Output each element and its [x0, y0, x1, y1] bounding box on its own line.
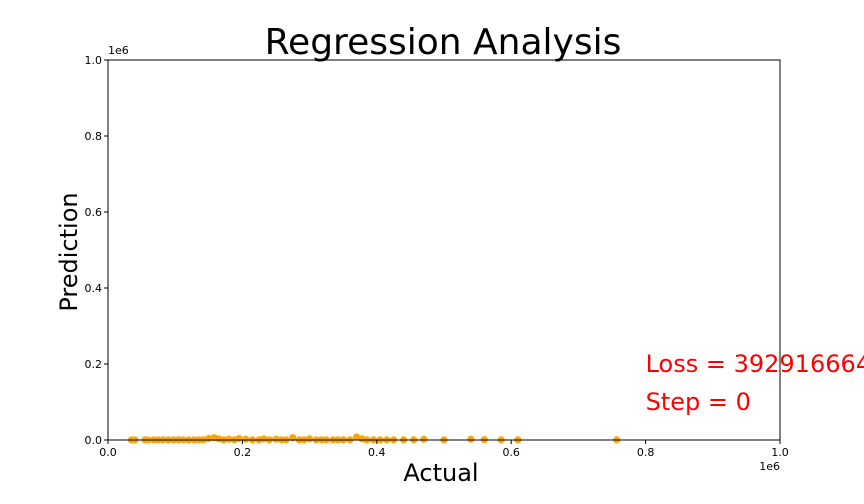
y-tick-label: 0.2	[85, 358, 103, 371]
plot-area	[127, 433, 621, 444]
y-tick-label: 0.6	[85, 206, 103, 219]
y-axis-label: Prediction	[55, 192, 83, 311]
y-offset-label: 1e6	[108, 44, 129, 57]
data-point	[467, 435, 475, 443]
axes-frame	[107, 59, 781, 441]
y-tick-label: 0.0	[85, 434, 103, 447]
x-axis-ticks: 0.0 0.2 0.4 0.6 0.8 1.0	[99, 440, 789, 459]
annotation-text: Loss = 392916664	[646, 350, 864, 378]
annotation-text: Step = 0	[646, 388, 751, 416]
data-point	[225, 435, 233, 443]
x-tick-label: 0.4	[368, 446, 386, 459]
chart-title: Regression Analysis	[265, 22, 622, 63]
x-tick-label: 0.2	[234, 446, 252, 459]
x-axis-label: Actual	[403, 459, 478, 487]
x-tick-label: 0.8	[637, 446, 655, 459]
annotations: Loss = 392916664 Step = 0	[646, 350, 864, 416]
y-tick-label: 0.4	[85, 282, 103, 295]
x-offset-label: 1e6	[759, 460, 780, 473]
data-point	[242, 435, 250, 443]
data-point	[272, 435, 280, 443]
y-tick-label: 0.8	[85, 130, 103, 143]
y-axis-ticks: 0.0 0.2 0.4 0.6 0.8 1.0	[85, 54, 108, 447]
data-point	[306, 435, 314, 443]
y-tick-label: 1.0	[85, 54, 103, 67]
x-tick-label: 0.6	[502, 446, 520, 459]
x-tick-label: 1.0	[771, 446, 789, 459]
x-tick-label: 0.0	[99, 446, 117, 459]
data-point	[420, 435, 428, 443]
data-point	[260, 435, 268, 443]
data-point	[235, 434, 243, 443]
